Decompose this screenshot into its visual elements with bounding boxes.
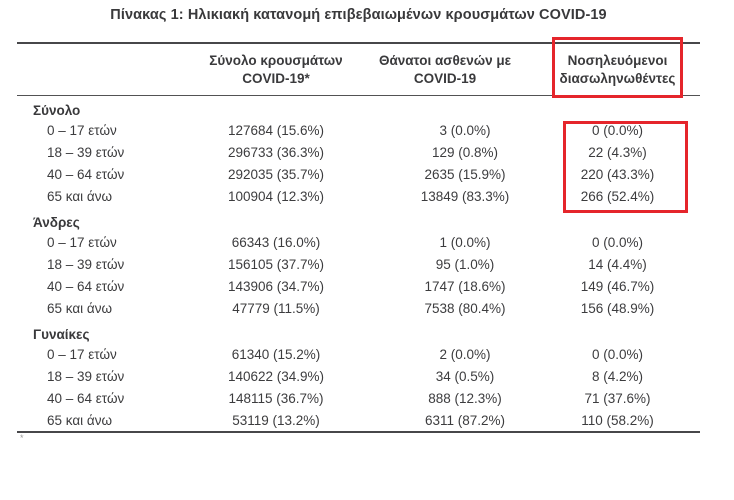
table-row-total-40-64: 40 – 64 ετών 292035 (35.7%) 2635 (15.9%)… (17, 163, 700, 185)
deaths-value: 2635 (15.9%) (424, 166, 506, 182)
section-header-women: Γυναίκες (17, 319, 700, 343)
cases-value: 143906 (34.7%) (227, 278, 325, 294)
covid-age-table: Σύνολο κρουσμάτων COVID-19* Θάνατοι ασθε… (17, 42, 700, 433)
cases-value: 296733 (36.3%) (227, 144, 325, 160)
age-label: 65 και άνω (47, 412, 113, 428)
column-header-intubated: Νοσηλευόμενοι διασωληνωθέντες (535, 52, 700, 88)
table-row-men-18-39: 18 – 39 ετών 156105 (37.7%) 95 (1.0%) 14… (17, 253, 700, 275)
age-label: 18 – 39 ετών (47, 144, 125, 160)
table-row-women-0-17: 0 – 17 ετών 61340 (15.2%) 2 (0.0%) 0 (0.… (17, 343, 700, 365)
section-label: Γυναίκες (33, 327, 90, 342)
column-header-deaths: Θάνατοι ασθενών με COVID-19 (375, 52, 535, 88)
table-row-women-18-39: 18 – 39 ετών 140622 (34.9%) 34 (0.5%) 8 … (17, 365, 700, 387)
table-row-men-40-64: 40 – 64 ετών 143906 (34.7%) 1747 (18.6%)… (17, 275, 700, 297)
section-label: Άνδρες (33, 215, 80, 230)
cases-value: 140622 (34.9%) (227, 368, 325, 384)
cases-value: 47779 (11.5%) (232, 300, 320, 316)
column-header-intubated-line2: διασωληνωθέντες (559, 70, 676, 86)
intubated-value: 8 (4.2%) (591, 368, 644, 384)
column-header-cases-line1: Σύνολο κρουσμάτων (209, 52, 343, 68)
intubated-value: 0 (0.0%) (591, 122, 644, 138)
table-row-women-65plus: 65 και άνω 53119 (13.2%) 6311 (87.2%) 11… (17, 409, 700, 431)
deaths-value: 95 (1.0%) (435, 256, 495, 272)
age-label: 65 και άνω (47, 188, 113, 204)
deaths-value: 7538 (80.4%) (424, 300, 506, 316)
table-row-total-0-17: 0 – 17 ετών 127684 (15.6%) 3 (0.0%) 0 (0… (17, 119, 700, 141)
cases-value: 127684 (15.6%) (227, 122, 325, 138)
highlight-box-intubated-total-values (563, 121, 688, 213)
section-header-men: Άνδρες (17, 207, 700, 231)
age-label: 40 – 64 ετών (47, 278, 125, 294)
intubated-value: 14 (4.4%) (588, 256, 647, 272)
age-label: 40 – 64 ετών (47, 390, 125, 406)
deaths-value: 13849 (83.3%) (420, 188, 510, 204)
deaths-value: 1 (0.0%) (439, 234, 491, 250)
column-header-intubated-line1: Νοσηλευόμενοι (567, 52, 668, 68)
table-header-row: Σύνολο κρουσμάτων COVID-19* Θάνατοι ασθε… (17, 44, 700, 95)
column-header-deaths-line2: COVID-19 (413, 70, 477, 86)
deaths-value: 34 (0.5%) (435, 368, 495, 384)
footnote-asterisk: * (20, 433, 24, 443)
section-header-total: Σύνολο (17, 96, 700, 119)
table-row-total-65plus: 65 και άνω 100904 (12.3%) 13849 (83.3%) … (17, 185, 700, 207)
cases-value: 53119 (13.2%) (232, 412, 320, 428)
column-header-cases: Σύνολο κρουσμάτων COVID-19* (177, 52, 375, 88)
age-label: 0 – 17 ετών (47, 346, 117, 362)
highlight-box-intubated-header (552, 37, 683, 98)
age-label: 65 και άνω (47, 300, 113, 316)
age-label: 40 – 64 ετών (47, 166, 125, 182)
section-label: Σύνολο (33, 103, 81, 118)
deaths-value: 888 (12.3%) (428, 390, 502, 406)
intubated-value: 220 (43.3%) (580, 166, 655, 182)
table-row-women-40-64: 40 – 64 ετών 148115 (36.7%) 888 (12.3%) … (17, 387, 700, 409)
cases-value: 156105 (37.7%) (227, 256, 325, 272)
table-title: Πίνακας 1: Ηλικιακή κατανομή επιβεβαιωμέ… (110, 7, 607, 23)
cases-value: 292035 (35.7%) (227, 166, 325, 182)
intubated-value: 156 (48.9%) (580, 300, 655, 316)
age-label: 18 – 39 ετών (47, 256, 125, 272)
age-label: 0 – 17 ετών (47, 122, 117, 138)
cases-value: 100904 (12.3%) (227, 188, 325, 204)
cases-value: 66343 (16.0%) (231, 234, 321, 250)
intubated-value: 0 (0.0%) (591, 346, 644, 362)
deaths-value: 6311 (87.2%) (424, 412, 506, 428)
intubated-value: 0 (0.0%) (591, 234, 644, 250)
deaths-value: 3 (0.0%) (439, 122, 491, 138)
deaths-value: 129 (0.8%) (431, 144, 499, 160)
intubated-value: 22 (4.3%) (588, 144, 647, 160)
table-header-rule (17, 95, 700, 96)
intubated-value: 266 (52.4%) (580, 188, 655, 204)
table-row-men-0-17: 0 – 17 ετών 66343 (16.0%) 1 (0.0%) 0 (0.… (17, 231, 700, 253)
column-header-deaths-line1: Θάνατοι ασθενών με (378, 52, 512, 68)
table-row-total-18-39: 18 – 39 ετών 296733 (36.3%) 129 (0.8%) 2… (17, 141, 700, 163)
table-top-rule (17, 42, 700, 44)
table-row-men-65plus: 65 και άνω 47779 (11.5%) 7538 (80.4%) 15… (17, 297, 700, 319)
intubated-value: 149 (46.7%) (580, 278, 655, 294)
age-label: 18 – 39 ετών (47, 368, 125, 384)
deaths-value: 2 (0.0%) (439, 346, 491, 362)
cases-value: 148115 (36.7%) (228, 390, 324, 406)
intubated-value: 110 (58.2%) (581, 412, 654, 428)
table-bottom-rule (17, 431, 700, 433)
column-header-cases-line2: COVID-19* (242, 70, 310, 86)
cases-value: 61340 (15.2%) (231, 346, 321, 362)
intubated-value: 71 (37.6%) (584, 390, 651, 406)
deaths-value: 1747 (18.6%) (424, 278, 506, 294)
age-label: 0 – 17 ετών (47, 234, 117, 250)
